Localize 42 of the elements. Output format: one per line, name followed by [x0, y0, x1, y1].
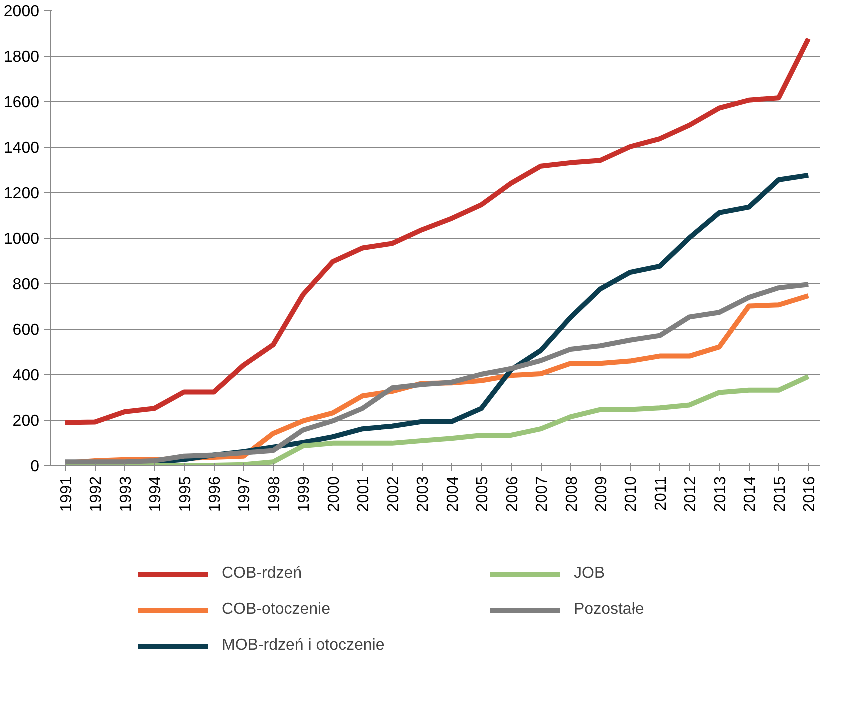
y-tick-label: 600 — [12, 322, 40, 339]
y-tick-label: 1200 — [4, 186, 40, 202]
y-tick-label: 1400 — [4, 140, 40, 157]
x-tick-label: 1994 — [148, 476, 165, 512]
legend-label: COB-rdzeń — [222, 565, 304, 583]
legend-label: JOB — [574, 565, 606, 583]
x-tick-label: 1997 — [236, 476, 254, 512]
x-tick-label: 1995 — [177, 476, 194, 512]
x-tick-label: 2016 — [802, 476, 819, 512]
x-tick-label: 2001 — [356, 476, 373, 512]
y-tick-label: 1800 — [4, 49, 40, 66]
legend-label: Pozostałe — [574, 601, 646, 619]
x-tick-label: 2012 — [682, 476, 700, 512]
x-tick-label: 1996 — [207, 476, 224, 512]
x-tick-label: 2011 — [652, 476, 670, 511]
y-tick-label: 1600 — [4, 94, 40, 112]
x-tick-label: 1992 — [88, 476, 106, 512]
x-tick-label: 2013 — [712, 476, 730, 512]
x-tick-label: 2015 — [772, 476, 789, 512]
x-tick-label: 2004 — [444, 476, 462, 512]
y-tick-label: 800 — [12, 276, 40, 294]
x-tick-label: 1991 — [58, 476, 76, 512]
x-tick-label: 2009 — [594, 476, 610, 512]
x-tick-label: 2005 — [474, 476, 492, 512]
x-tick-label: 2008 — [564, 476, 581, 512]
x-tick-label: 2006 — [504, 476, 522, 512]
legend-label: MOB-rdzeń i otoczenie — [222, 637, 386, 655]
y-tick-label: 1000 — [4, 231, 40, 248]
x-tick-label: 2007 — [534, 476, 552, 512]
x-tick-label: 1993 — [118, 476, 135, 512]
x-tick-label: 2000 — [326, 476, 343, 512]
legend-label: COB-otoczenie — [222, 601, 332, 619]
x-tick-label: 2014 — [742, 476, 760, 512]
x-tick-label: 2002 — [385, 476, 402, 512]
x-tick-label: 2010 — [623, 476, 640, 512]
y-tick-label: 400 — [12, 368, 40, 384]
y-tick-label: 2000 — [4, 4, 40, 20]
x-tick-label: 2003 — [415, 476, 432, 512]
x-tick-label: 1998 — [266, 476, 284, 512]
y-tick-label: 0 — [30, 458, 40, 476]
x-tick-label: 1999 — [296, 476, 314, 512]
y-tick-label: 200 — [12, 413, 40, 430]
